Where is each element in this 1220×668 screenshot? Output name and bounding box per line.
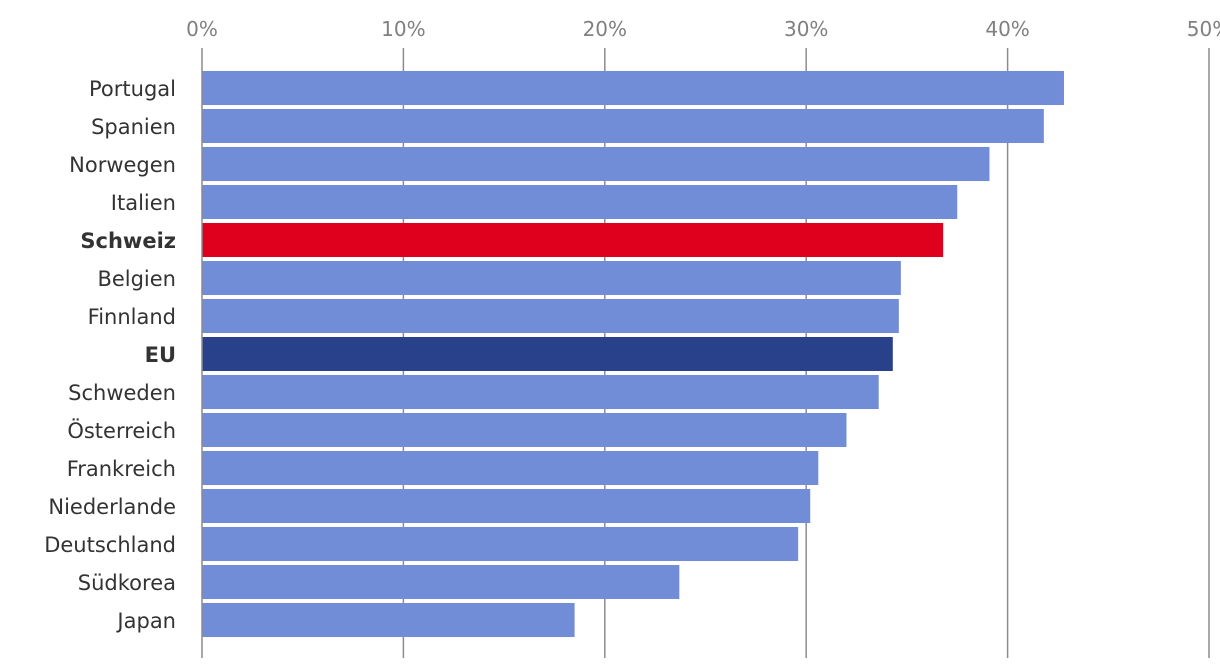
- bars: [202, 71, 1064, 637]
- category-label: Japan: [115, 609, 176, 633]
- x-tick-label: 50%: [1187, 17, 1220, 41]
- bar-deutschland: [202, 527, 799, 561]
- bar-norwegen: [202, 147, 990, 181]
- category-label: Südkorea: [78, 571, 176, 595]
- category-label: Spanien: [91, 115, 176, 139]
- bar-niederlande: [202, 489, 811, 523]
- bar-japan: [202, 603, 575, 637]
- bar-frankreich: [202, 451, 819, 485]
- category-label: Niederlande: [48, 495, 176, 519]
- category-label: Portugal: [89, 77, 176, 101]
- x-tick-label: 0%: [186, 17, 218, 41]
- bar-s-dkorea: [202, 565, 680, 599]
- category-labels: Portugal Spanien Norwegen Italien Schweiz Bel…: [44, 77, 176, 633]
- category-label: Deutschland: [44, 533, 176, 557]
- x-tick-label: 20%: [583, 17, 627, 41]
- x-axis-ticks: 0% 10% 20% 30% 40% 50%: [186, 17, 1220, 41]
- bar-portugal: [202, 71, 1064, 105]
- x-tick-label: 10%: [381, 17, 425, 41]
- category-label: Belgien: [97, 267, 176, 291]
- bar--sterreich: [202, 413, 847, 447]
- bar-schweiz: [202, 223, 944, 257]
- category-label: Österreich: [67, 418, 176, 443]
- category-label: Schweden: [68, 381, 176, 405]
- category-label: Finnland: [88, 305, 176, 329]
- x-tick-label: 30%: [784, 17, 828, 41]
- bar-spanien: [202, 109, 1044, 143]
- category-label: EU: [145, 343, 176, 367]
- x-tick-label: 40%: [985, 17, 1029, 41]
- bar-italien: [202, 185, 958, 219]
- bar-finnland: [202, 299, 899, 333]
- bar-belgien: [202, 261, 901, 295]
- bar-schweden: [202, 375, 879, 409]
- category-label: Frankreich: [67, 457, 176, 481]
- category-label: Italien: [111, 191, 176, 215]
- category-label: Schweiz: [80, 229, 176, 253]
- category-label: Norwegen: [69, 153, 176, 177]
- bar-eu: [202, 337, 893, 371]
